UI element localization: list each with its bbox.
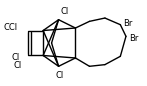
Text: Cl: Cl <box>14 61 22 70</box>
Text: Cl: Cl <box>56 71 64 80</box>
Text: Br: Br <box>123 18 133 28</box>
Text: Cl: Cl <box>11 53 19 62</box>
Text: Br: Br <box>129 34 138 42</box>
Text: Cl: Cl <box>60 7 68 16</box>
Text: CCl: CCl <box>4 23 18 32</box>
